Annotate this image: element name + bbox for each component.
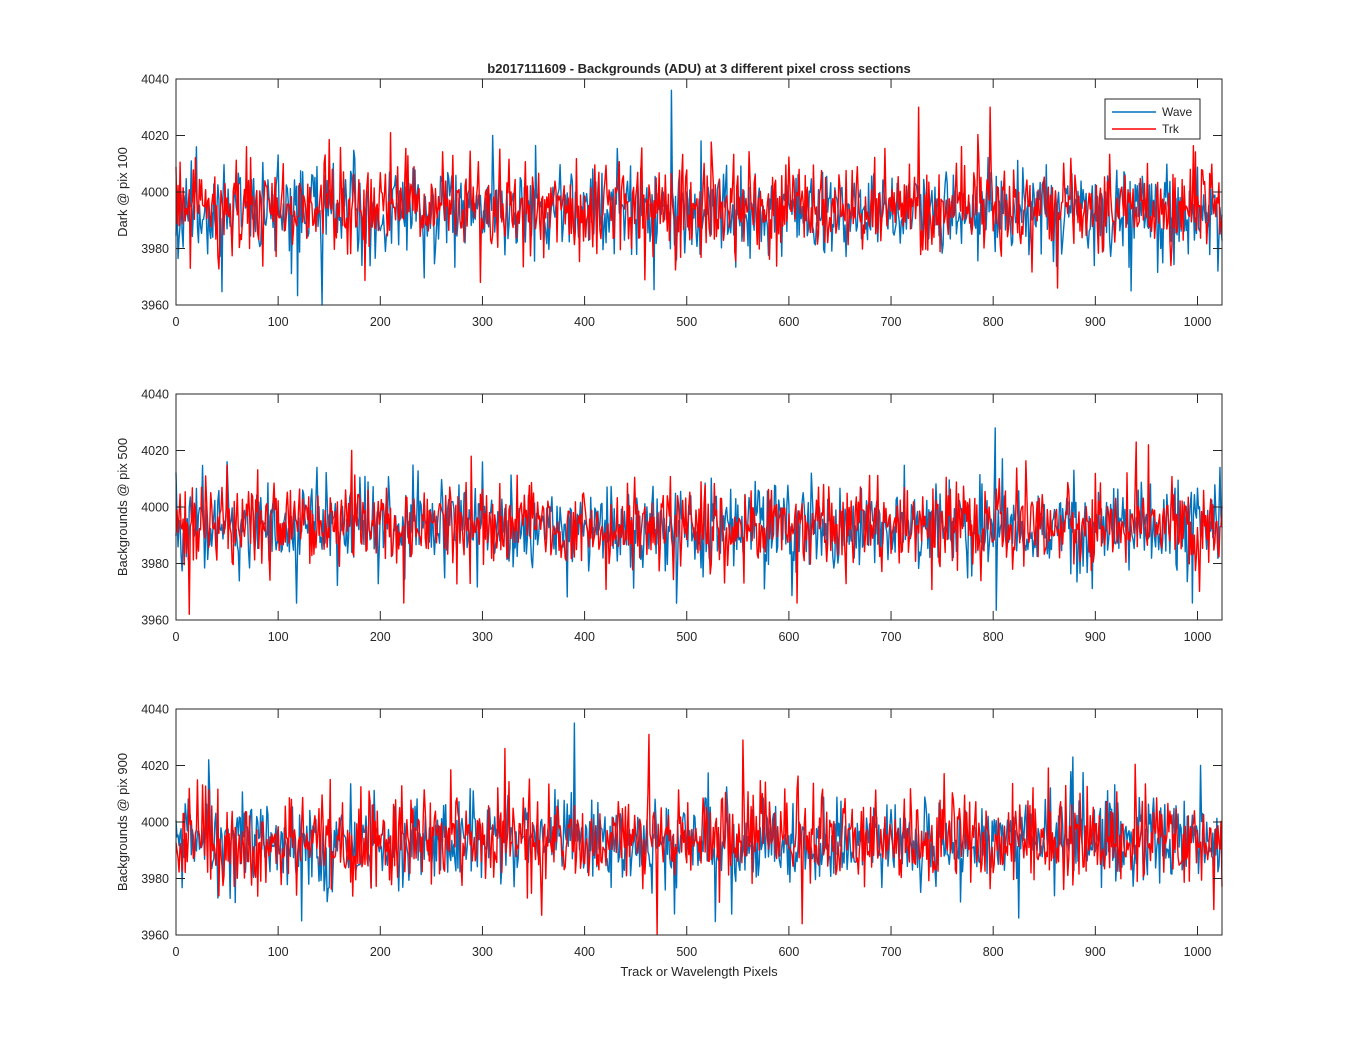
x-tick-label: 100: [268, 630, 289, 644]
x-tick-label: 0: [173, 630, 180, 644]
x-tick-label: 1000: [1184, 945, 1212, 959]
x-tick-label: 900: [1085, 315, 1106, 329]
x-tick-label: 500: [676, 945, 697, 959]
y-tick-label: 3980: [141, 557, 169, 571]
legend: Wave Trk: [1104, 98, 1201, 140]
y-tick-label: 3980: [141, 872, 169, 886]
x-tick-label: 100: [268, 945, 289, 959]
y-tick-label: 4000: [141, 186, 169, 200]
x-tick-label: 800: [983, 945, 1004, 959]
legend-box: [1104, 98, 1201, 140]
x-tick-label: 100: [268, 315, 289, 329]
y-tick-label: 4040: [141, 388, 169, 402]
x-tick-label: 400: [574, 315, 595, 329]
x-tick-label: 600: [778, 315, 799, 329]
x-tick-label: 200: [370, 630, 391, 644]
y-axis-label: Backgrounds @ pix 500: [115, 438, 130, 576]
series-line-trk: [175, 733, 1223, 936]
y-tick-label: 3960: [141, 299, 169, 313]
y-axis-label: Backgrounds @ pix 900: [115, 753, 130, 891]
x-tick-label: 700: [881, 315, 902, 329]
x-tick-label: 300: [472, 630, 493, 644]
x-tick-label: 400: [574, 630, 595, 644]
subplot-backgrounds-pix-500: 0 100 200 300 400 500 600 700 800 900 1000 3960 3980…: [115, 388, 1223, 644]
subplot-backgrounds-pix-900: 0 100 200 300 400 500 600 700 800 900 1000 3960 3980…: [115, 703, 1223, 959]
legend-label-trk: Trk: [1162, 122, 1180, 136]
x-tick-label: 300: [472, 945, 493, 959]
x-tick-label: 600: [778, 630, 799, 644]
x-tick-label: 0: [173, 945, 180, 959]
x-tick-label: 800: [983, 315, 1004, 329]
x-tick-label: 600: [778, 945, 799, 959]
x-tick-label: 500: [676, 315, 697, 329]
y-axis-label: Dark @ pix 100: [115, 147, 130, 237]
x-tick-label: 900: [1085, 945, 1106, 959]
y-tick-label: 4020: [141, 444, 169, 458]
x-axis-label: Track or Wavelength Pixels: [620, 964, 778, 979]
y-tick-label: 4020: [141, 129, 169, 143]
x-tick-label: 1000: [1184, 315, 1212, 329]
x-tick-label: 200: [370, 945, 391, 959]
y-tick-label: 3980: [141, 242, 169, 256]
y-tick-label: 3960: [141, 929, 169, 943]
x-tick-label: 800: [983, 630, 1004, 644]
x-tick-label: 700: [881, 945, 902, 959]
x-tick-label: 0: [173, 315, 180, 329]
subplot-dark-pix-100: 0 100 200 300 400 500 600 700 800 900 1000 3960 3980…: [115, 73, 1223, 329]
series-line-trk: [175, 441, 1223, 616]
y-tick-label: 4020: [141, 759, 169, 773]
x-tick-label: 900: [1085, 630, 1106, 644]
legend-label-wave: Wave: [1162, 105, 1193, 119]
x-tick-label: 400: [574, 945, 595, 959]
series-line-trk: [175, 106, 1223, 289]
series-line-wave: [175, 89, 1223, 306]
y-tick-label: 4000: [141, 816, 169, 830]
axes-box: [175, 393, 1223, 621]
x-tick-label: 1000: [1184, 630, 1212, 644]
y-tick-label: 4000: [141, 501, 169, 515]
x-tick-label: 700: [881, 630, 902, 644]
x-tick-label: 200: [370, 315, 391, 329]
x-tick-label: 300: [472, 315, 493, 329]
chart-title: b2017111609 - Backgrounds (ADU) at 3 dif…: [487, 61, 910, 76]
y-tick-label: 3960: [141, 614, 169, 628]
x-tick-label: 500: [676, 630, 697, 644]
y-tick-label: 4040: [141, 703, 169, 717]
y-tick-label: 4040: [141, 73, 169, 87]
